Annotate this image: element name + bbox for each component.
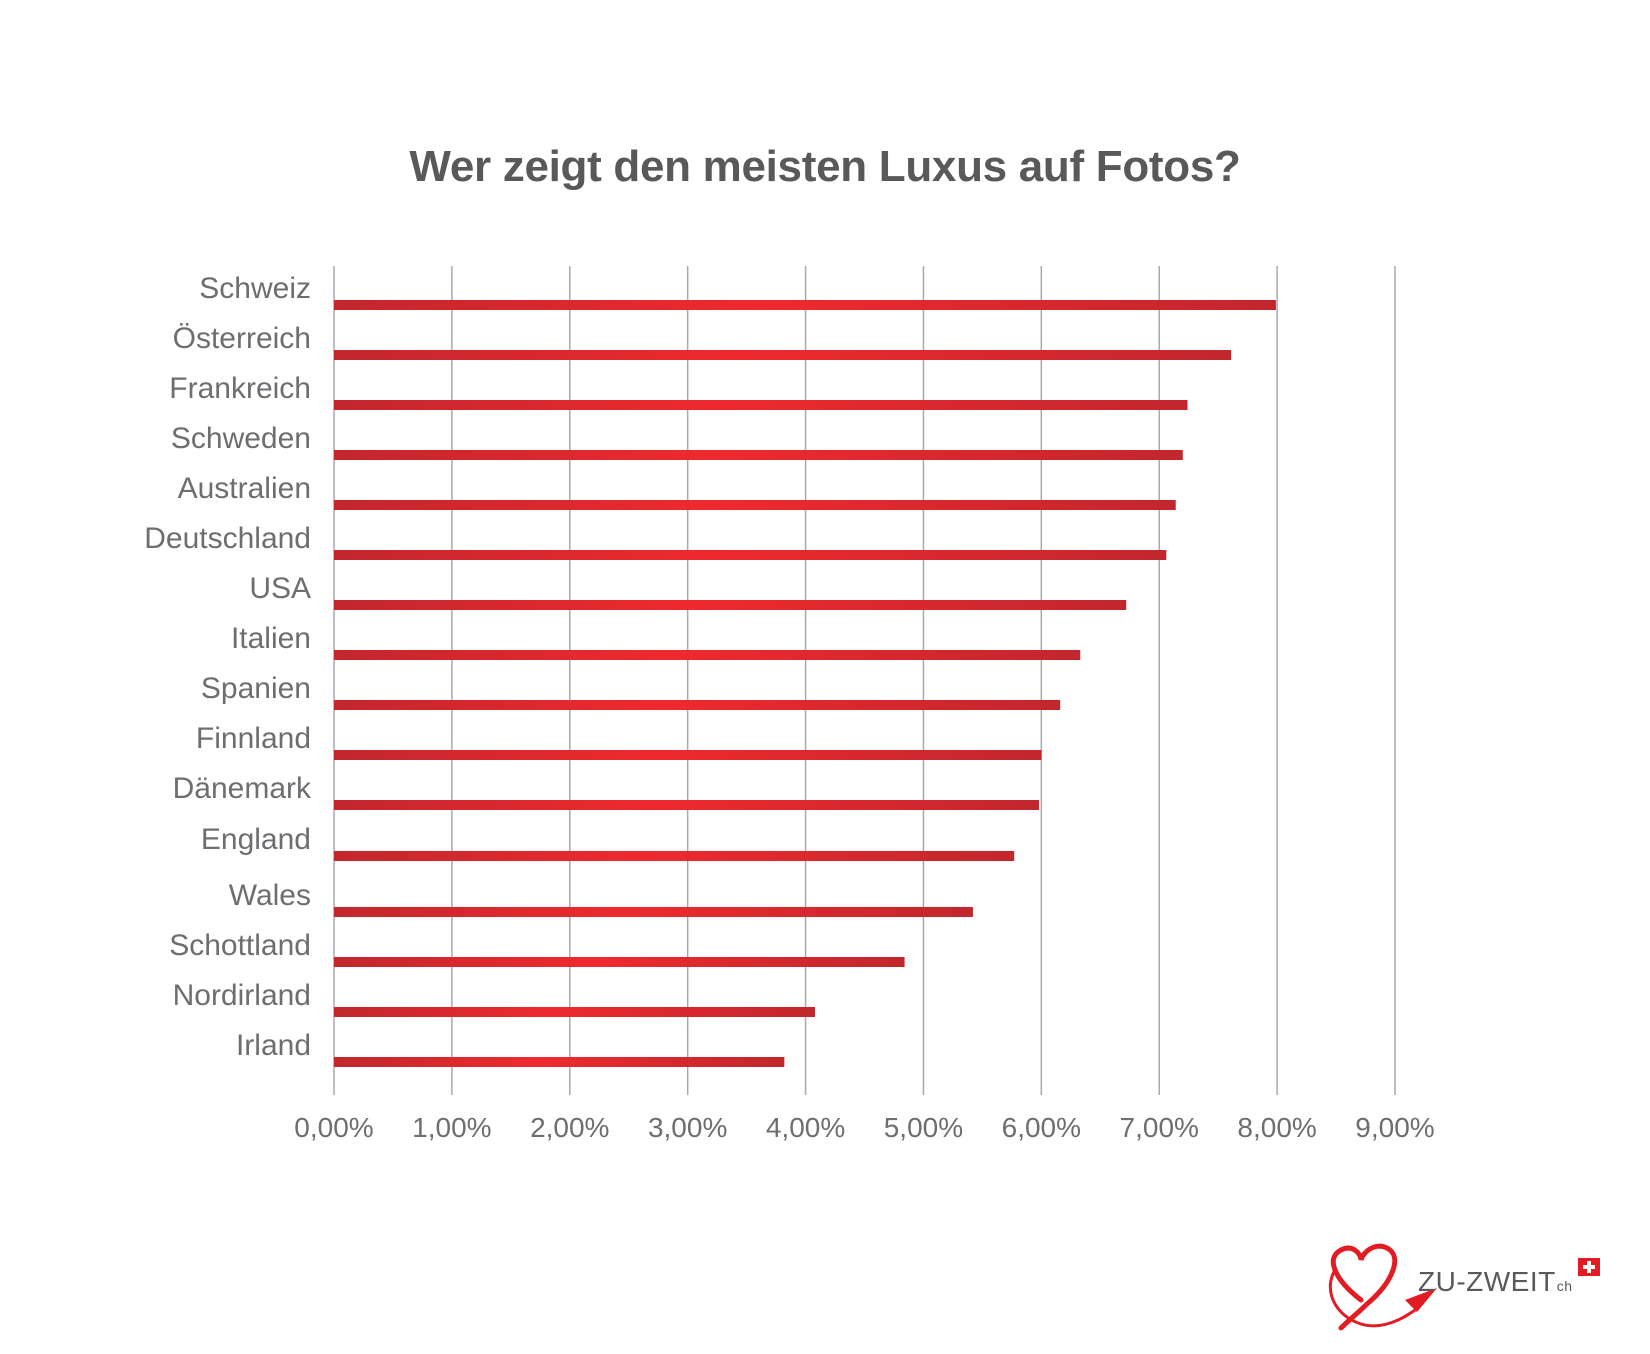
logo-suffix: ch	[1556, 1278, 1573, 1294]
category-label: Irland	[236, 1029, 311, 1062]
bar	[334, 1057, 785, 1067]
category-label: Österreich	[173, 322, 311, 355]
category-label: England	[201, 823, 311, 856]
bar	[334, 700, 1061, 710]
x-tick-label: 6,00%	[1002, 1112, 1081, 1143]
x-tick-label: 1,00%	[412, 1112, 491, 1143]
category-label: Schweiz	[199, 272, 311, 305]
x-tick-label: 4,00%	[766, 1112, 845, 1143]
bar	[334, 300, 1276, 310]
bar	[334, 600, 1127, 610]
bar	[334, 800, 1039, 810]
category-label: Deutschland	[144, 522, 311, 555]
category-label: Italien	[231, 622, 311, 655]
x-tick-label: 2,00%	[530, 1112, 609, 1143]
x-tick-label: 9,00%	[1355, 1112, 1434, 1143]
category-label: Frankreich	[169, 372, 311, 405]
bar	[334, 450, 1183, 460]
x-tick-label: 8,00%	[1237, 1112, 1316, 1143]
bars	[334, 300, 1276, 1067]
category-label: Dänemark	[173, 772, 312, 805]
gridlines	[333, 266, 1396, 1095]
bar	[334, 550, 1167, 560]
category-label: Wales	[229, 879, 311, 912]
x-tick-label: 5,00%	[884, 1112, 963, 1143]
bar	[334, 400, 1188, 410]
x-tick-labels: 0,00% 1,00% 2,00% 3,00% 4,00% 5,00% 6,00% 7,00%…	[294, 1112, 1434, 1143]
category-label: USA	[249, 572, 311, 605]
bar	[334, 350, 1232, 360]
bar	[334, 907, 973, 917]
category-label: Finnland	[196, 722, 311, 755]
bar	[334, 500, 1176, 510]
category-label: Australien	[178, 472, 311, 505]
logo-wordmark: ZU-ZWEITch	[1418, 1266, 1573, 1298]
logo-heart-icon	[1328, 1243, 1437, 1331]
x-tick-label: 0,00%	[294, 1112, 373, 1143]
bar	[334, 1007, 815, 1017]
bar	[334, 650, 1081, 660]
category-label: Nordirland	[173, 979, 311, 1012]
swiss-flag-icon	[1578, 1258, 1600, 1276]
logo-name: ZU-ZWEIT	[1418, 1266, 1556, 1297]
x-tick-label: 3,00%	[648, 1112, 727, 1143]
category-label: Schweden	[171, 422, 311, 455]
bar	[334, 750, 1042, 760]
category-label: Spanien	[201, 672, 311, 705]
bar	[334, 957, 905, 967]
bar	[334, 851, 1015, 861]
category-labels: Schweiz Österreich Frankreich Schweden Austr…	[144, 272, 312, 1062]
category-label: Schottland	[169, 929, 311, 962]
x-tick-label: 7,00%	[1120, 1112, 1199, 1143]
chart-title: Wer zeigt den meisten Luxus auf Fotos?	[409, 142, 1241, 191]
